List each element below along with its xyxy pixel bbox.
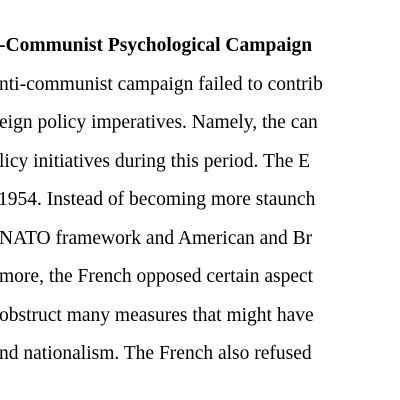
body-line-4: 1954. Instead of becoming more staunch [0, 189, 316, 210]
body-line-2: eign policy imperatives. Namely, the can [0, 112, 318, 133]
body-line-5: NATO framework and American and Br [0, 228, 313, 249]
body-line-8: nd nationalism. The French also refused [0, 343, 312, 364]
body-line-6: more, the French opposed certain aspect [0, 266, 314, 287]
body-line-3: licy initiatives during this period. The… [0, 151, 311, 172]
body-line-1: nti-communist campaign failed to contrib [0, 74, 323, 95]
body-line-7: obstruct many measures that might have [0, 305, 314, 326]
section-heading: -Communist Psychological Campaign [0, 35, 313, 56]
